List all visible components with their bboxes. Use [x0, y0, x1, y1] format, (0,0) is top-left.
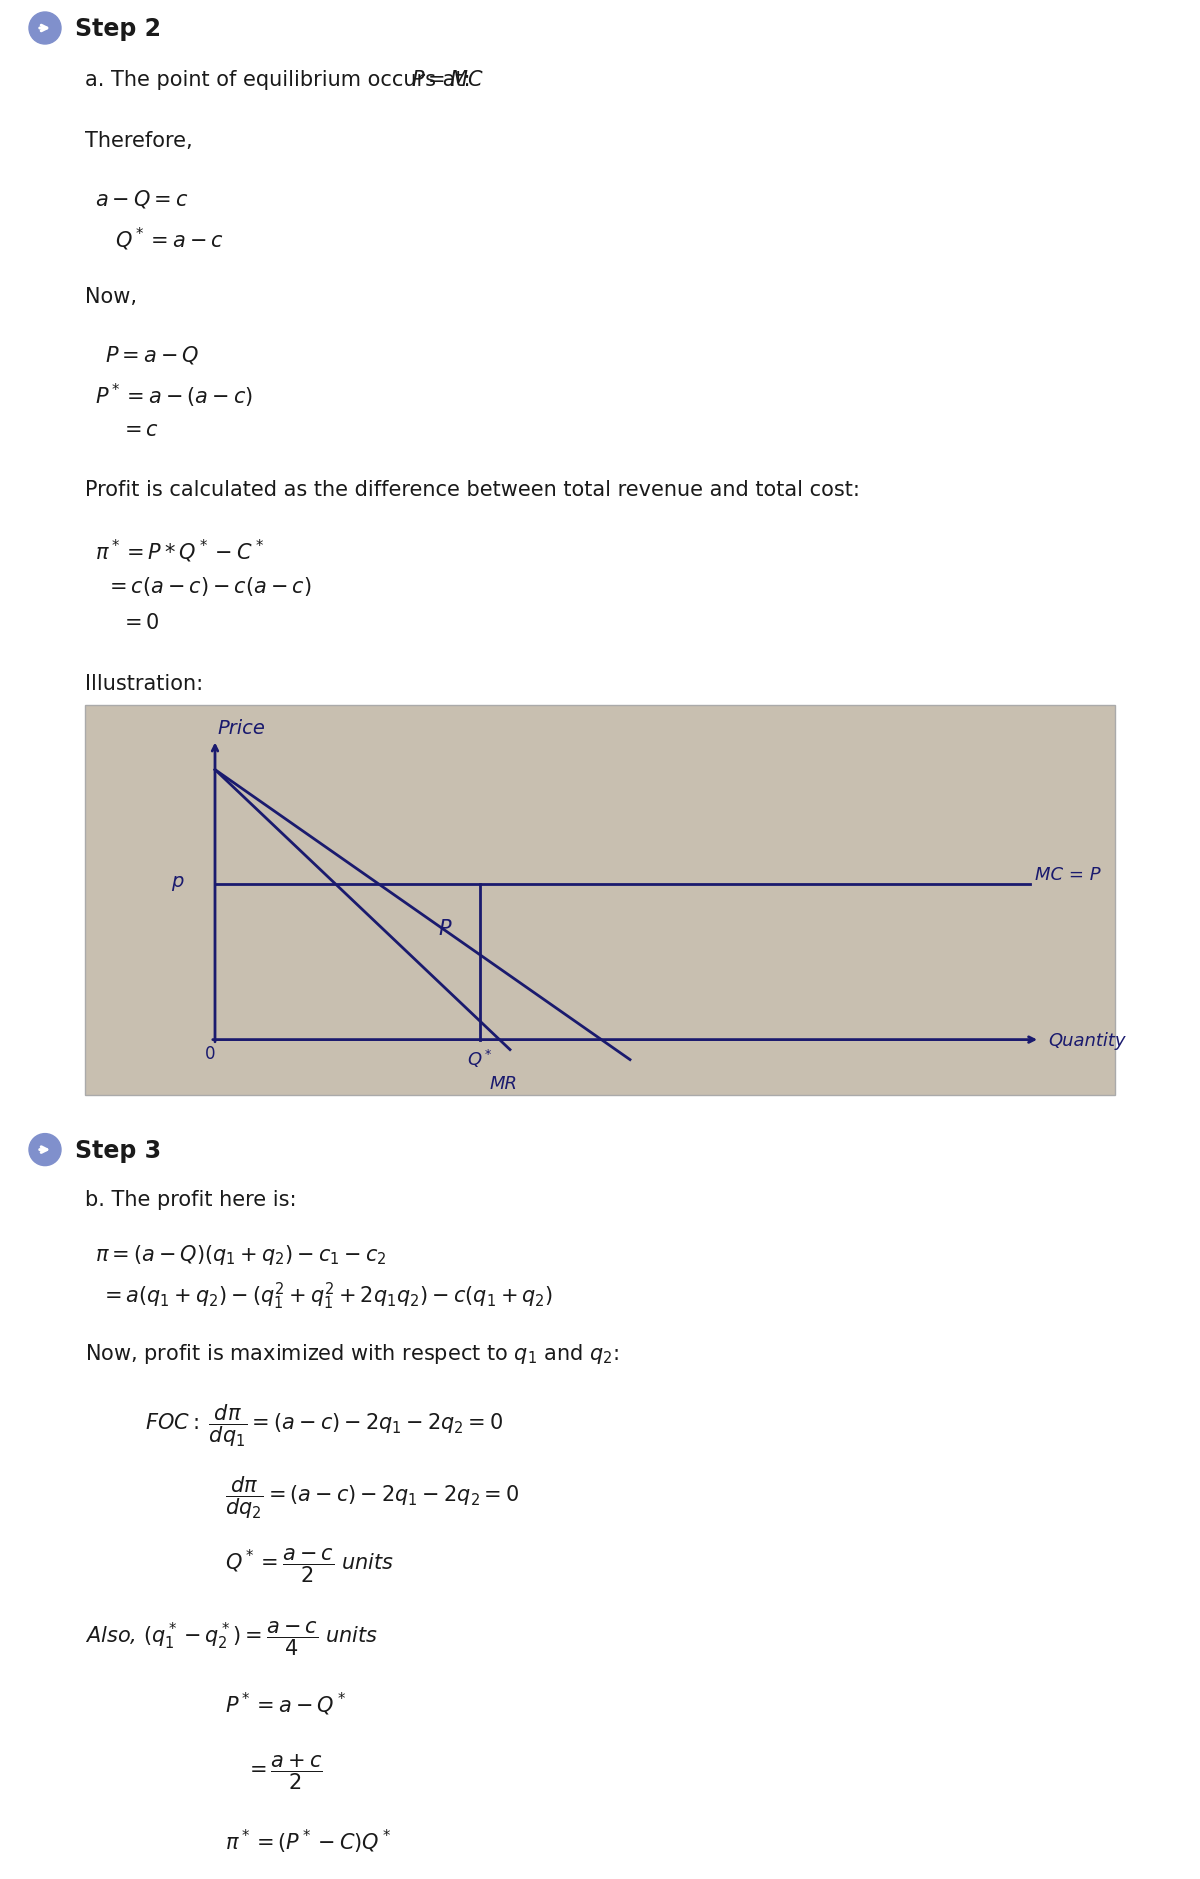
FancyBboxPatch shape — [85, 705, 1115, 1095]
Text: Illustration:: Illustration: — [85, 675, 203, 693]
Text: Also, $(q_1^* -q_2^*)=\dfrac{a-c}{4}$ units: Also, $(q_1^* -q_2^*)=\dfrac{a-c}{4}$ un… — [85, 1620, 378, 1657]
Text: P: P — [438, 919, 451, 940]
Text: Now,: Now, — [85, 287, 137, 306]
Text: $=a(q_1 + q_2) - (q_1^2 + q_1^2 + 2q_1q_2) - c(q_1 + q_2)$: $=a(q_1 + q_2) - (q_1^2 + q_1^2 + 2q_1q_… — [100, 1281, 553, 1312]
Text: Profit is calculated as the difference between total revenue and total cost:: Profit is calculated as the difference b… — [85, 481, 860, 500]
Text: $P=a - Q$: $P=a - Q$ — [106, 344, 199, 366]
Text: $Q^*=\dfrac{a-c}{2}$ units: $Q^*=\dfrac{a-c}{2}$ units — [226, 1546, 395, 1586]
Text: $=\dfrac{a+c}{2}$: $=\dfrac{a+c}{2}$ — [245, 1751, 323, 1791]
Text: Now, profit is maximized with respect to $q_1$ and $q_2$:: Now, profit is maximized with respect to… — [85, 1342, 619, 1366]
Text: $P^*=a - (a - c)$: $P^*=a - (a - c)$ — [95, 381, 253, 410]
Text: $FOC: \; \dfrac{d\pi}{dq_1}=(a - c) - 2q_1 - 2q_2 = 0$: $FOC: \; \dfrac{d\pi}{dq_1}=(a - c) - 2q… — [145, 1402, 503, 1449]
Text: $\pi^*=(P^* -C)Q^*$: $\pi^*=(P^* -C)Q^*$ — [226, 1828, 391, 1856]
Text: $a - Q=c$: $a - Q=c$ — [95, 188, 188, 210]
Text: Quantity: Quantity — [1048, 1032, 1126, 1050]
Text: a. The point of equilibrium occurs at:: a. The point of equilibrium occurs at: — [85, 70, 478, 90]
Text: Step 2: Step 2 — [74, 17, 161, 41]
Text: $=0$: $=0$ — [120, 613, 160, 633]
Text: $=c$: $=c$ — [120, 419, 158, 440]
Text: $=c(a - c) - c(a - c)$: $=c(a - c) - c(a - c)$ — [106, 575, 312, 598]
Text: $\dfrac{d\pi}{dq_2}=(a - c) - 2q_1 - 2q_2 = 0$: $\dfrac{d\pi}{dq_2}=(a - c) - 2q_1 - 2q_… — [226, 1475, 520, 1522]
Text: $Q^*$: $Q^*$ — [467, 1048, 493, 1069]
Text: MR: MR — [490, 1075, 518, 1092]
Text: Price: Price — [217, 718, 265, 738]
Text: $P = MC$: $P = MC$ — [410, 70, 484, 90]
Text: $\pi=(a - Q)(q_1 + q_2) - c_1 - c_2$: $\pi=(a - Q)(q_1 + q_2) - c_1 - c_2$ — [95, 1242, 386, 1266]
Text: Step 3: Step 3 — [74, 1139, 161, 1163]
Circle shape — [29, 1133, 61, 1165]
Text: Therefore,: Therefore, — [85, 132, 193, 150]
Text: MC = P: MC = P — [1034, 866, 1100, 883]
Text: b. The profit here is:: b. The profit here is: — [85, 1189, 296, 1210]
Text: $P^*=a - Q^*$: $P^*=a - Q^*$ — [226, 1691, 347, 1719]
Text: 0: 0 — [205, 1045, 215, 1064]
Text: $Q^*=a - c$: $Q^*=a - c$ — [115, 225, 224, 254]
Text: $p$: $p$ — [172, 874, 185, 893]
Text: $\pi^*=P * Q^* -C^*$: $\pi^*=P * Q^* -C^*$ — [95, 537, 264, 564]
Circle shape — [29, 11, 61, 43]
